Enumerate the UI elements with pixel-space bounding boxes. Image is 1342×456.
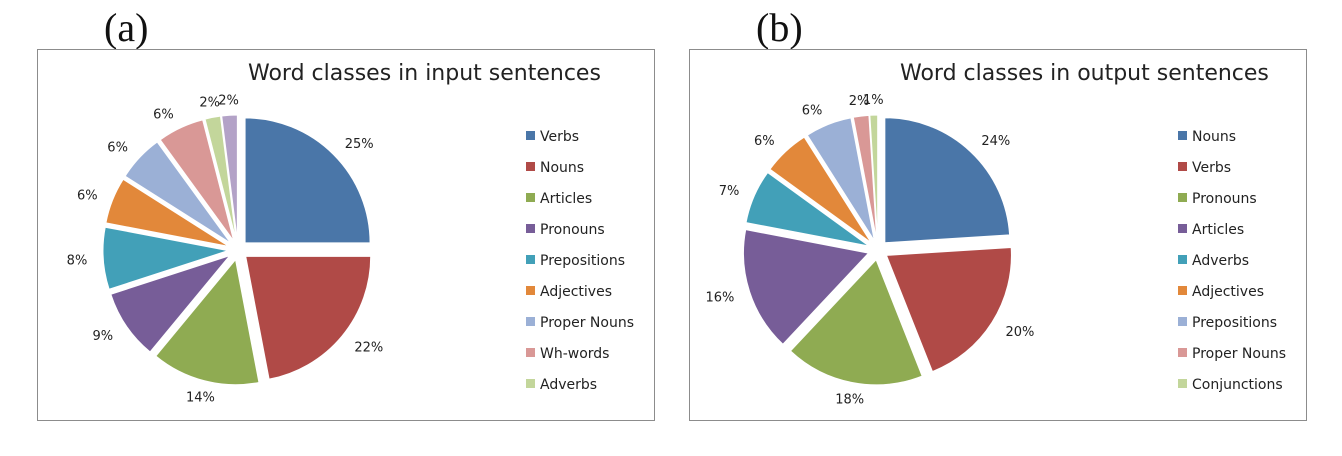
- legend-swatch-adjectives: [526, 286, 535, 295]
- legend-swatch-verbs: [1178, 162, 1187, 171]
- pie-slice-nouns: [884, 117, 1011, 244]
- pie-slice-verbs: [244, 117, 371, 244]
- legend-swatch-conjunctions: [1178, 379, 1187, 388]
- pie-slice-adverbs: [204, 115, 237, 241]
- data-label-prepositions: 8%: [67, 253, 88, 268]
- panel-label-b: (b): [756, 5, 803, 50]
- legend-swatch-articles: [526, 193, 535, 202]
- pie-slice-wh-words: [159, 119, 235, 242]
- legend-entry-articles: Articles: [1192, 222, 1244, 238]
- pie-slice-other: [221, 114, 238, 241]
- legend-entry-adjectives: Adjectives: [540, 284, 612, 300]
- legend-entry-prepositions: Prepositions: [1192, 315, 1277, 331]
- legend-swatch-prepositions: [1178, 317, 1187, 326]
- data-label-pronouns: 18%: [835, 392, 864, 407]
- data-label-wh-words: 6%: [153, 107, 174, 122]
- legend-entry-adverbs: Adverbs: [1192, 253, 1249, 269]
- legend-swatch-wh-words: [526, 348, 535, 357]
- legend-entry-verbs: Verbs: [540, 129, 579, 145]
- legend-entry-conjunctions: Conjunctions: [1192, 377, 1283, 393]
- pie-slice-proper-nouns: [124, 141, 232, 244]
- legend-entry-proper-nouns: Proper Nouns: [540, 315, 634, 331]
- legend-swatch-verbs: [526, 131, 535, 140]
- chart-input-sentences: Word classes in input sentences 25% 22% 14%…: [37, 49, 655, 421]
- data-label-proper-nouns: 6%: [107, 141, 128, 156]
- data-label-articles: 16%: [705, 291, 734, 306]
- legend-entry-pronouns: Pronouns: [540, 222, 605, 238]
- chart-output-sentences: Word classes in output sentences 24% 20% 18…: [689, 49, 1307, 421]
- chart-title: Word classes in output sentences: [900, 61, 1269, 86]
- legend-entry-adverbs: Adverbs: [540, 377, 597, 393]
- data-label-prepositions: 6%: [802, 104, 823, 119]
- data-label-other: 2%: [218, 93, 239, 108]
- legend-swatch-prepositions: [526, 255, 535, 264]
- legend-swatch-adverbs: [526, 379, 535, 388]
- data-label-nouns: 24%: [981, 134, 1010, 149]
- data-label-articles: 14%: [186, 390, 215, 405]
- legend-entry-adjectives: Adjectives: [1192, 284, 1264, 300]
- data-label-adjectives: 6%: [754, 134, 775, 149]
- legend-entry-prepositions: Prepositions: [540, 253, 625, 269]
- data-label-verbs: 20%: [1005, 325, 1034, 340]
- legend-swatch-proper-nouns: [1178, 348, 1187, 357]
- pie-slice-articles: [743, 229, 870, 345]
- data-label-nouns: 22%: [354, 340, 383, 355]
- pie-slice-adjectives: [105, 178, 229, 247]
- data-label-verbs: 25%: [345, 137, 374, 152]
- panel-label-a: (a): [104, 5, 149, 50]
- pie-slice-verbs: [885, 246, 1012, 373]
- pie-slice-pronouns: [789, 258, 923, 386]
- pie-slice-conjunctions: [869, 114, 879, 241]
- legend-entry-nouns: Nouns: [1192, 129, 1236, 145]
- legend-swatch-pronouns: [526, 224, 535, 233]
- pie-slice-adverbs: [745, 171, 870, 247]
- pie-slice-prepositions: [102, 226, 229, 290]
- legend-entry-verbs: Verbs: [1192, 160, 1231, 176]
- data-label-adverbs: 2%: [199, 96, 220, 111]
- data-label-adjectives: 6%: [77, 188, 98, 203]
- legend-swatch-nouns: [526, 162, 535, 171]
- pie-chart-output: Word classes in output sentences 24% 20% 18…: [705, 61, 1286, 407]
- legend-entry-nouns: Nouns: [540, 160, 584, 176]
- pie-slice-proper-nouns: [852, 114, 878, 241]
- legend-swatch-adjectives: [1178, 286, 1187, 295]
- data-label-conjunctions: 1%: [863, 93, 884, 108]
- legend-entry-pronouns: Pronouns: [1192, 191, 1257, 207]
- pie-slice-prepositions: [806, 117, 875, 241]
- legend-swatch-articles: [1178, 224, 1187, 233]
- legend-swatch-nouns: [1178, 131, 1187, 140]
- chart-title: Word classes in input sentences: [248, 61, 601, 86]
- legend-swatch-proper-nouns: [526, 317, 535, 326]
- legend-entry-proper-nouns: Proper Nouns: [1192, 346, 1286, 362]
- legend-entry-wh-words: Wh-words: [540, 346, 609, 362]
- data-label-adverbs: 7%: [719, 184, 740, 199]
- pie-slice-adjectives: [769, 136, 872, 244]
- data-label-pronouns: 9%: [92, 329, 113, 344]
- data-label-proper-nouns: 2%: [849, 94, 870, 109]
- legend-entry-articles: Articles: [540, 191, 592, 207]
- pie-slice-nouns: [245, 255, 372, 380]
- pie-slice-pronouns: [110, 254, 232, 353]
- legend-swatch-adverbs: [1178, 255, 1187, 264]
- pie-chart-input: Word classes in input sentences 25% 22% 14%…: [67, 61, 634, 405]
- pie-slice-articles: [155, 258, 260, 386]
- legend-swatch-pronouns: [1178, 193, 1187, 202]
